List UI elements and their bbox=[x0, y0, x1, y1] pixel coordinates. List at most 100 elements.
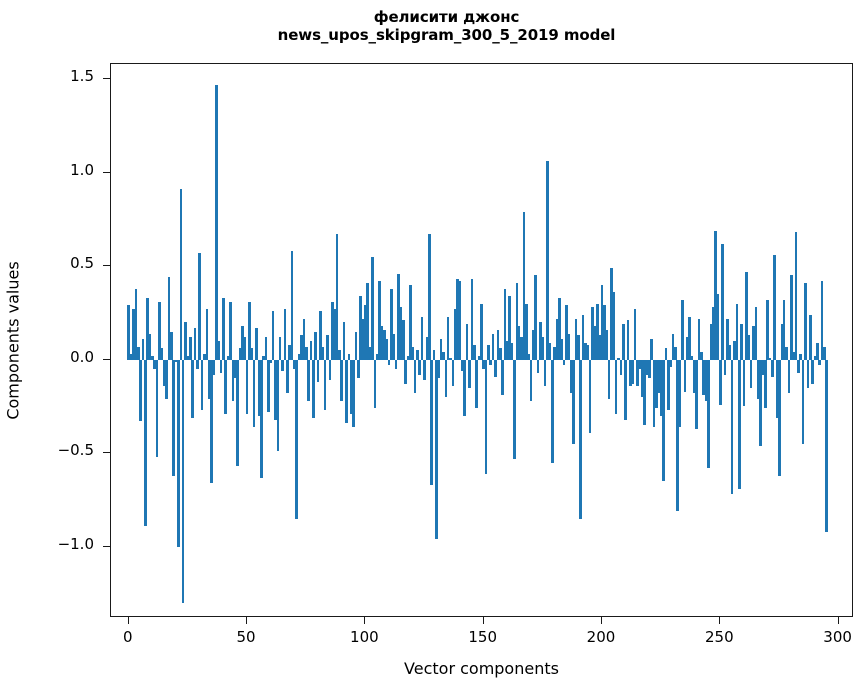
bar bbox=[430, 359, 433, 486]
bar bbox=[470, 279, 474, 360]
bar-series bbox=[111, 64, 852, 616]
bar bbox=[409, 284, 412, 360]
bar bbox=[127, 305, 131, 360]
bar bbox=[205, 309, 209, 360]
bar bbox=[742, 359, 746, 407]
bar bbox=[165, 359, 168, 399]
x-tick-label: 250 bbox=[704, 628, 734, 646]
bar bbox=[274, 359, 277, 420]
bar bbox=[162, 359, 166, 386]
x-tick-mark bbox=[719, 617, 721, 624]
bar bbox=[184, 322, 187, 360]
bar bbox=[155, 359, 159, 458]
bar bbox=[648, 359, 651, 379]
bar bbox=[345, 359, 348, 424]
bar bbox=[212, 359, 216, 375]
bar bbox=[600, 284, 604, 360]
bar bbox=[574, 318, 578, 360]
bar bbox=[207, 359, 211, 399]
x-tick-mark bbox=[127, 617, 129, 624]
bar bbox=[333, 309, 336, 360]
bar bbox=[349, 359, 353, 414]
bar bbox=[763, 359, 767, 409]
bar bbox=[323, 359, 327, 411]
bar bbox=[659, 359, 663, 416]
bar bbox=[472, 344, 476, 360]
bar bbox=[423, 359, 426, 381]
bar bbox=[629, 359, 632, 386]
bar bbox=[297, 354, 301, 360]
bar bbox=[302, 318, 306, 360]
bar bbox=[456, 279, 459, 360]
bar bbox=[139, 359, 142, 422]
x-axis-label: Vector components bbox=[110, 659, 853, 678]
bar bbox=[435, 359, 438, 540]
bar bbox=[281, 359, 284, 371]
bar bbox=[655, 359, 658, 409]
bar bbox=[532, 329, 535, 360]
bar bbox=[354, 331, 358, 360]
bar bbox=[643, 359, 646, 426]
bar bbox=[692, 359, 696, 394]
bar bbox=[477, 355, 481, 360]
bar bbox=[513, 359, 516, 459]
bar bbox=[633, 309, 637, 360]
bar bbox=[359, 296, 362, 360]
bar bbox=[200, 359, 204, 411]
bar bbox=[494, 359, 497, 377]
bar bbox=[295, 359, 299, 519]
x-tick-label: 100 bbox=[350, 628, 379, 646]
bar bbox=[264, 337, 268, 360]
bar bbox=[167, 277, 171, 360]
bar bbox=[797, 359, 800, 373]
bar bbox=[158, 301, 161, 360]
bar bbox=[733, 341, 736, 360]
bar bbox=[702, 359, 706, 396]
bar bbox=[267, 359, 270, 413]
bar bbox=[711, 307, 715, 360]
bar bbox=[664, 348, 668, 360]
bar bbox=[688, 316, 691, 360]
bar bbox=[681, 299, 684, 360]
bar bbox=[709, 324, 713, 360]
bar bbox=[238, 348, 242, 360]
bar bbox=[439, 339, 443, 360]
bar bbox=[572, 359, 575, 444]
bar bbox=[759, 359, 762, 446]
y-tick-mark bbox=[103, 265, 110, 267]
bar bbox=[406, 355, 410, 360]
bar bbox=[728, 344, 732, 360]
bar bbox=[229, 301, 232, 360]
bar bbox=[730, 359, 734, 495]
bar bbox=[326, 335, 329, 360]
bar bbox=[304, 346, 308, 360]
bar bbox=[437, 359, 441, 379]
bar bbox=[144, 359, 147, 527]
bar bbox=[801, 359, 805, 444]
bar bbox=[607, 359, 611, 399]
bar bbox=[775, 359, 779, 418]
bar bbox=[290, 251, 294, 360]
bar bbox=[418, 359, 422, 375]
bar bbox=[309, 341, 313, 360]
bar bbox=[319, 311, 322, 360]
bar bbox=[378, 281, 381, 360]
bar bbox=[288, 344, 291, 360]
y-tick-mark bbox=[103, 77, 110, 79]
bar bbox=[823, 346, 826, 360]
bar bbox=[328, 359, 332, 381]
bar bbox=[685, 337, 689, 360]
chart-title-line-2: news_upos_skipgram_300_5_2019 model bbox=[277, 26, 616, 45]
bar bbox=[520, 337, 523, 360]
bar bbox=[181, 359, 185, 603]
bar bbox=[548, 342, 552, 360]
x-tick-mark bbox=[364, 617, 366, 624]
bar bbox=[624, 359, 627, 420]
bar bbox=[591, 307, 594, 360]
bar bbox=[813, 355, 817, 360]
bar bbox=[498, 348, 502, 360]
bar bbox=[390, 288, 393, 360]
bar bbox=[522, 211, 526, 360]
bar bbox=[621, 324, 625, 360]
bar bbox=[217, 341, 220, 360]
